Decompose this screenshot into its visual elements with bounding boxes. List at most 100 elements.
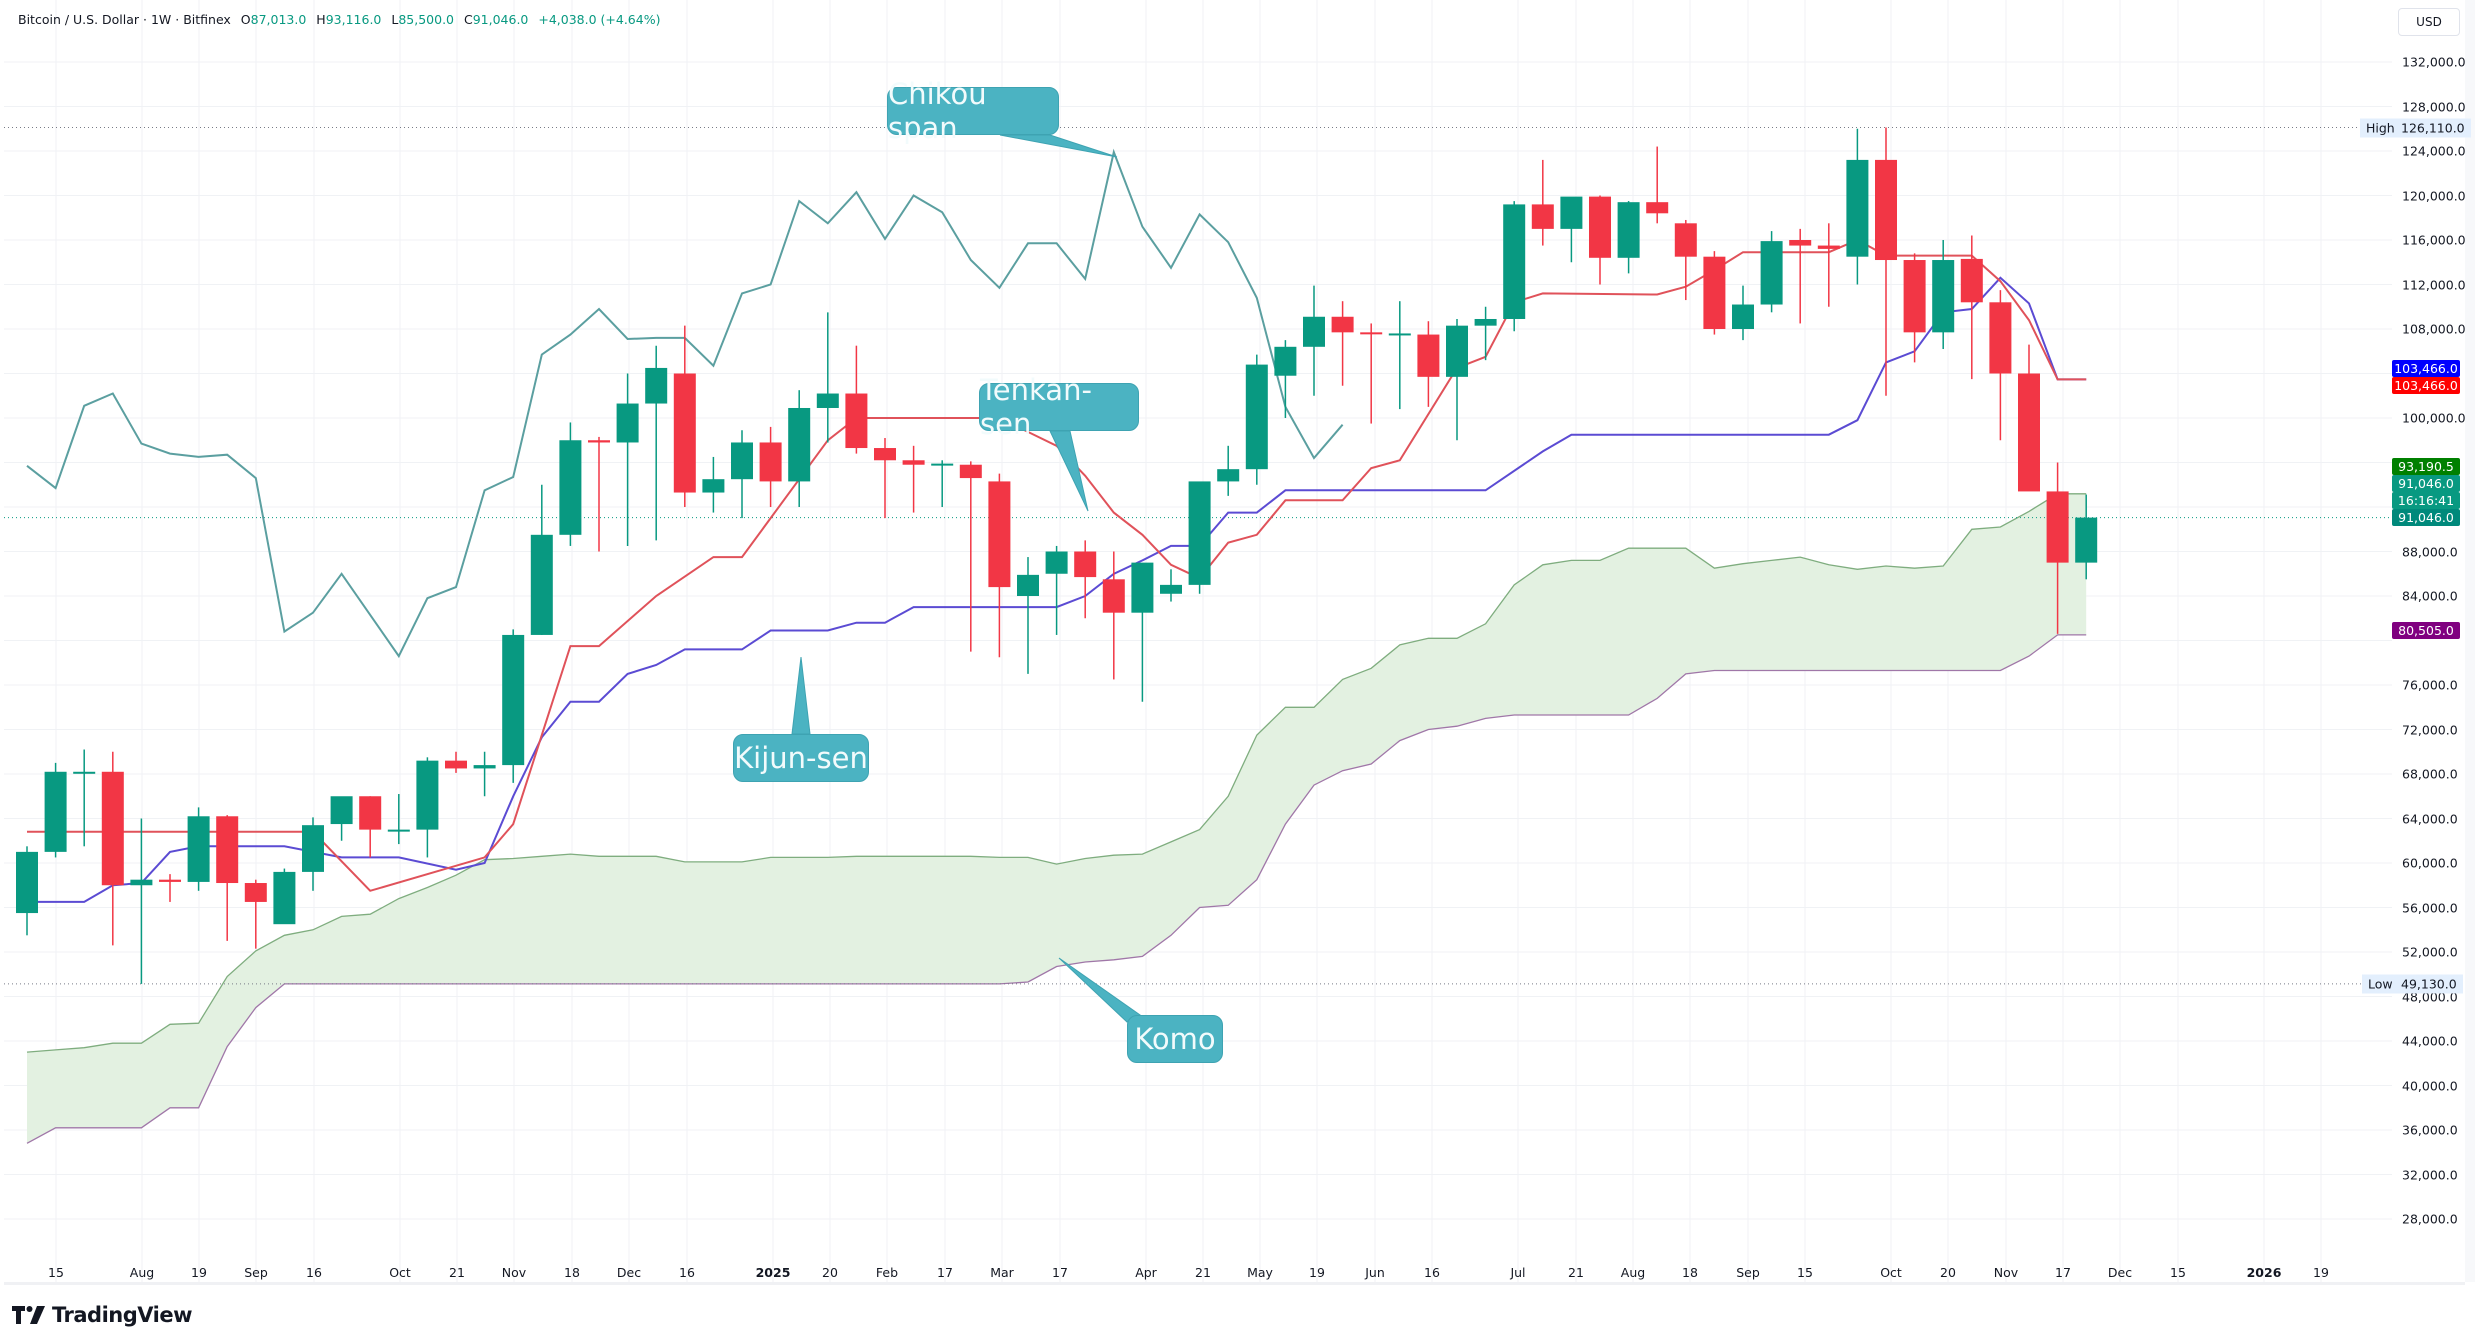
candle-bullish [530, 534, 553, 635]
candle-bearish [216, 816, 239, 884]
price-tick-label: 32,000.0 [2402, 1167, 2458, 1182]
candle-bullish [1303, 316, 1325, 347]
time-tick-label: 17 [2055, 1265, 2071, 1280]
tenkan-sen-callout-pointer [1049, 430, 1089, 512]
time-axis-divider [4, 1282, 2465, 1285]
candle-bearish [1989, 302, 2012, 374]
komo-callout[interactable]: Komo [1127, 1015, 1223, 1063]
candle-bearish [1875, 159, 1897, 261]
high-marker-label: High [2360, 118, 2401, 138]
time-tick-label: Jun [1365, 1265, 1385, 1280]
price-axis-background[interactable] [2465, 0, 2475, 1282]
candle-bullish [1045, 551, 1068, 574]
tradingview-logo[interactable]: TradingView [12, 1303, 192, 1327]
candle-bullish [616, 403, 639, 443]
countdown-tag: 16:16:41 [2392, 492, 2460, 509]
candle-bullish [502, 634, 525, 766]
candle-bullish [16, 851, 38, 914]
price-tick-label: 44,000.0 [2402, 1033, 2458, 1049]
candle-bullish [1160, 584, 1182, 594]
candle-bullish [1388, 333, 1411, 336]
candle-bullish [931, 463, 954, 466]
time-tick-label: Dec [616, 1265, 642, 1280]
candle-bearish [1960, 258, 1983, 303]
high-label: H [316, 12, 326, 27]
candle-bearish [1646, 202, 1669, 214]
high-value: 93,116.0 [325, 12, 382, 27]
time-tick-label: 15 [48, 1265, 64, 1280]
tenkan-sen-line [27, 238, 2087, 892]
low-value: 85,500.0 [398, 12, 454, 27]
high-marker-value: 126,110.0 [2395, 118, 2471, 138]
candle-bullish [1474, 318, 1497, 326]
time-tick-label: 16 [306, 1265, 322, 1280]
candle-bullish [702, 479, 725, 493]
komo-callout-pointer [1058, 957, 1141, 1023]
price-tick-label: 40,000.0 [2402, 1078, 2458, 1093]
price-tick-label: 112,000.0 [2402, 277, 2466, 292]
time-tick-label: Sep [1736, 1265, 1760, 1280]
candle-bearish [1531, 204, 1554, 229]
time-tick-label: 2025 [755, 1265, 791, 1280]
price-tick-label: 120,000.0 [2402, 188, 2466, 203]
tenkan-sen-callout[interactable]: Tenkan-sen [979, 373, 1139, 441]
low-marker-value: 49,130.0 [2395, 974, 2463, 994]
candle-bullish [416, 760, 439, 830]
price-tick-label: 88,000.0 [2402, 544, 2458, 559]
tradingview-brand-text: TradingView [52, 1303, 192, 1327]
candle-bearish [988, 481, 1011, 588]
candle-bullish [330, 796, 353, 825]
price-tick-label: 52,000.0 [2402, 944, 2458, 960]
price-tick-label: 84,000.0 [2402, 588, 2458, 604]
time-tick-label: Nov [501, 1265, 527, 1280]
symbol-title[interactable]: Bitcoin / U.S. Dollar · 1W · Bitfinex [18, 12, 231, 27]
candle-bullish [187, 816, 210, 882]
candle-bullish [302, 825, 324, 872]
candle-bullish [1732, 304, 1754, 329]
candle-bullish [130, 879, 153, 886]
candle-bullish [1846, 159, 1869, 257]
candle-bearish [1360, 332, 1383, 335]
senkou-span-a-line [26, 493, 2087, 1053]
price-tick-label: 100,000.0 [2402, 410, 2466, 426]
candle-bearish [1417, 334, 1440, 377]
time-tick-label: 20 [822, 1265, 838, 1280]
candle-bullish [73, 771, 96, 774]
candle-bullish [1503, 204, 1526, 319]
time-tick-label: 16 [1424, 1265, 1440, 1280]
candle-bearish [1589, 196, 1611, 258]
candle-bullish [1617, 202, 1640, 258]
candle-bullish [1274, 346, 1297, 376]
time-tick-label: 19 [1309, 1265, 1325, 1280]
price-tick-label: 132,000.0 [2402, 54, 2466, 70]
candle-bullish [273, 871, 296, 925]
time-tick-label: Sep [244, 1265, 268, 1280]
candle-bearish [1102, 579, 1125, 613]
senkou-a-tag: 93,190.5 [2392, 458, 2460, 475]
currency-button[interactable]: USD [2398, 8, 2460, 36]
candle-bullish [387, 829, 410, 832]
candle-bullish [816, 393, 839, 408]
senkou-b-tag: 80,505.0 [2392, 622, 2460, 639]
chikou-span-callout[interactable]: Chikou span [887, 77, 1059, 145]
candle-bearish [445, 760, 467, 769]
price-tick-label: 72,000.0 [2402, 722, 2458, 737]
kijun-tag: 103,466.0 [2392, 360, 2460, 377]
time-tick-label: Oct [389, 1265, 411, 1280]
time-tick-label: Jul [1510, 1265, 1526, 1280]
time-tick-label: 15 [1797, 1265, 1813, 1280]
time-tick-label: 19 [191, 1265, 207, 1280]
kijun-sen-callout[interactable]: Kijun-sen [733, 734, 869, 782]
time-tick-label: Apr [1135, 1265, 1157, 1280]
price-tick-label: 124,000.0 [2402, 143, 2466, 159]
time-tick-label: Mar [990, 1265, 1014, 1280]
price-tick-label: 64,000.0 [2402, 811, 2458, 826]
price-tick-label: 116,000.0 [2402, 232, 2466, 248]
candle-bullish [2075, 517, 2098, 563]
candle-bullish [645, 367, 668, 404]
time-tick-label: Dec [2107, 1265, 2133, 1280]
candle-bearish [2018, 373, 2040, 492]
candle-bullish [1017, 574, 1039, 596]
